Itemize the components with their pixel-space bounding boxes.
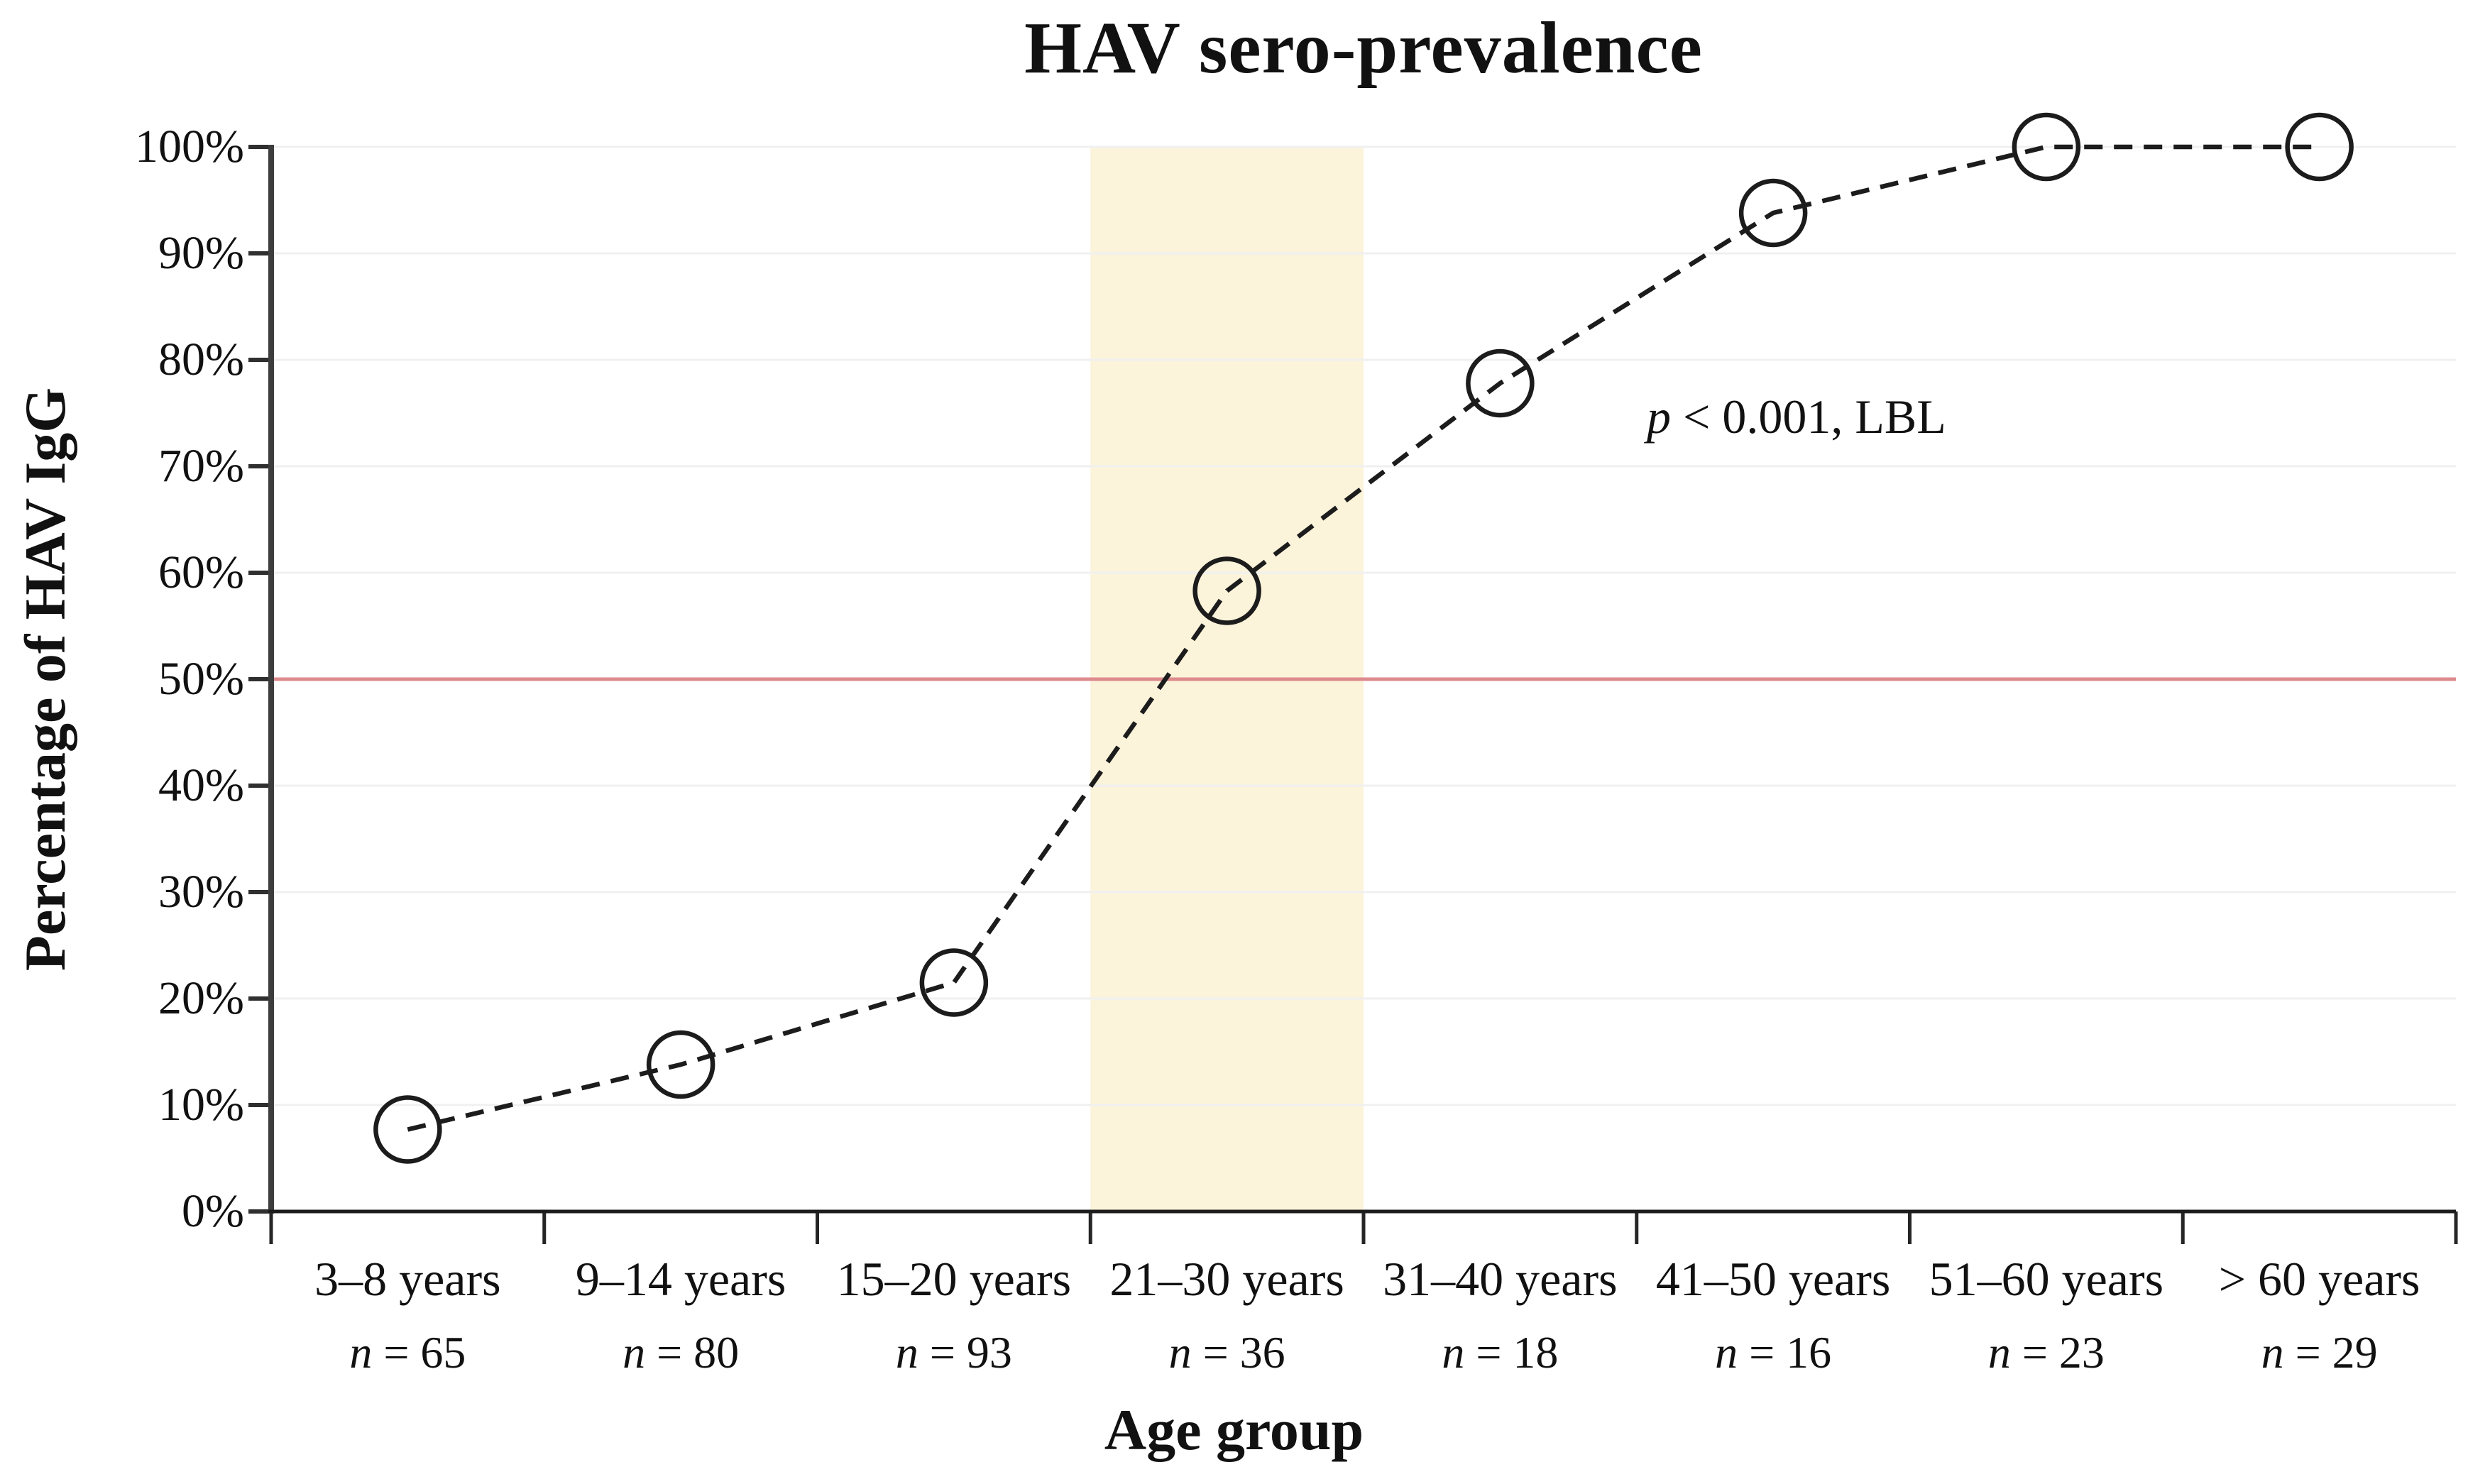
x-category-label: 9–14 years <box>575 1252 786 1306</box>
sample-size-label: n = 18 <box>1442 1327 1559 1378</box>
y-tick-label: 80% <box>158 334 244 385</box>
sample-size-n-italic: n <box>1715 1327 1738 1378</box>
sample-size-label: n = 23 <box>1987 1327 2105 1378</box>
sample-size-n-italic: n <box>2261 1327 2284 1378</box>
sample-size-n-italic: n <box>1987 1327 2011 1378</box>
x-category-label: 15–20 years <box>836 1252 1072 1306</box>
sample-size-label: n = 36 <box>1168 1327 1285 1378</box>
series-dashed-line <box>407 144 2320 1132</box>
sample-size-label: n = 16 <box>1715 1327 1832 1378</box>
data-point-marker-5 <box>1738 178 1808 248</box>
sample-size-label: n = 93 <box>895 1327 1012 1378</box>
sample-size-label: n = 65 <box>349 1327 466 1378</box>
sample-size-label: n = 80 <box>623 1327 740 1378</box>
y-tick-label: 60% <box>158 546 244 598</box>
x-category-label: 31–40 years <box>1383 1252 1618 1306</box>
x-category-label: 51–60 years <box>1929 1252 2164 1306</box>
sample-size-n-italic: n <box>1442 1327 1465 1378</box>
y-tick-label: 0% <box>182 1185 244 1237</box>
y-tick-label: 100% <box>135 121 244 172</box>
x-category-label: 41–50 years <box>1655 1252 1891 1306</box>
sample-size-n-italic: n <box>349 1327 373 1378</box>
sample-size-n-italic: n <box>623 1327 646 1378</box>
y-tick-label: 30% <box>158 866 244 918</box>
y-tick-label: 20% <box>158 972 244 1024</box>
p-value-annotation-italic: p <box>1647 390 1671 444</box>
chart-title: HAV sero-prevalence <box>1024 7 1703 89</box>
data-point-marker-3 <box>1192 556 1261 625</box>
sample-size-n-italic: n <box>1168 1327 1192 1378</box>
x-category-label: 3–8 years <box>314 1252 501 1306</box>
y-tick-label: 40% <box>158 759 244 811</box>
data-point-marker-7 <box>2285 112 2354 182</box>
data-point-marker-4 <box>1466 348 1535 418</box>
data-point-marker-6 <box>2012 112 2081 182</box>
data-point-marker-0 <box>373 1095 442 1164</box>
p-value-annotation: p < 0.001, LBL <box>1647 389 1946 445</box>
y-tick-label: 90% <box>158 227 244 279</box>
p-value-annotation-rest: < 0.001, LBL <box>1671 390 1946 444</box>
x-axis-title: Age group <box>1104 1397 1364 1462</box>
sample-size-label: n = 29 <box>2261 1327 2378 1378</box>
x-category-label: 21–30 years <box>1109 1252 1344 1306</box>
data-point-marker-2 <box>919 948 989 1017</box>
data-point-marker-1 <box>646 1030 715 1099</box>
x-category-label: > 60 years <box>2218 1252 2420 1306</box>
y-tick-label: 10% <box>158 1079 244 1131</box>
sample-size-n-italic: n <box>895 1327 918 1378</box>
y-tick-label: 50% <box>158 653 244 705</box>
y-tick-label: 70% <box>158 440 244 492</box>
